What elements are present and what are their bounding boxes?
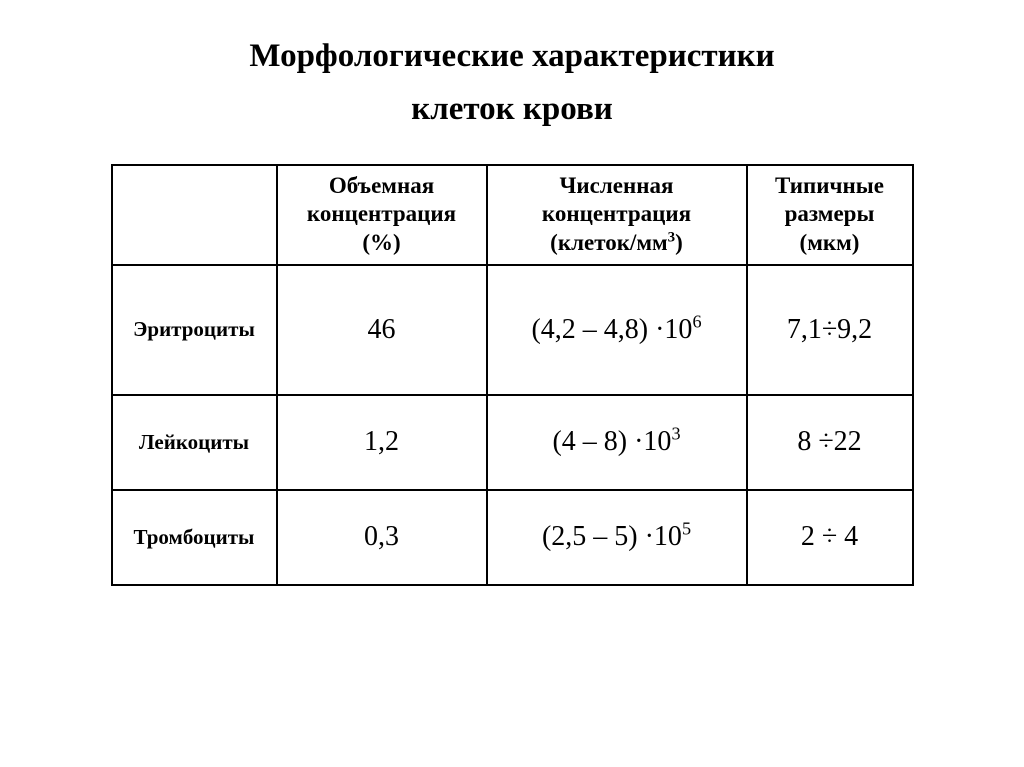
row-label-leukocytes: Лейкоциты	[112, 395, 277, 490]
header-typical-size: Типичные размеры (мкм)	[747, 165, 913, 265]
row-label-thrombocytes: Тромбоциты	[112, 490, 277, 585]
count-exp: 6	[692, 312, 701, 332]
header-number-concentration: Численная концентрация (клеток/мм3)	[487, 165, 747, 265]
count-prefix: (4,2 – 4,8) ·10	[531, 314, 692, 345]
header-text: (%)	[362, 230, 400, 255]
title-line-1: Морфологические характеристики	[0, 30, 1024, 83]
title-line-2: клеток крови	[0, 83, 1024, 136]
count-exp: 5	[682, 519, 691, 539]
header-unit-suffix: )	[675, 230, 683, 255]
header-blank	[112, 165, 277, 265]
page: Морфологические характеристики клеток кр…	[0, 0, 1024, 767]
cell-value: 2 ÷ 4	[747, 490, 913, 585]
header-text: размеры	[785, 201, 875, 226]
header-volume-concentration: Объемная концентрация (%)	[277, 165, 487, 265]
cell-value: 46	[277, 265, 487, 395]
cell-value: (4,2 – 4,8) ·106	[487, 265, 747, 395]
table-header-row: Объемная концентрация (%) Численная конц…	[112, 165, 913, 265]
cell-value: 1,2	[277, 395, 487, 490]
blood-cells-table: Объемная концентрация (%) Численная конц…	[111, 164, 914, 586]
header-text: концентрация	[307, 201, 456, 226]
row-label-erythrocytes: Эритроциты	[112, 265, 277, 395]
cell-value: 7,1÷9,2	[747, 265, 913, 395]
cell-value: 8 ÷22	[747, 395, 913, 490]
header-text: Типичные	[775, 173, 884, 198]
count-exp: 3	[671, 424, 680, 444]
header-text: Численная	[560, 173, 674, 198]
cell-value: (2,5 – 5) ·105	[487, 490, 747, 585]
header-text: концентрация	[542, 201, 691, 226]
header-unit-prefix: (клеток/мм	[550, 230, 668, 255]
header-text: Объемная	[329, 173, 434, 198]
cell-value: 0,3	[277, 490, 487, 585]
table-row: Лейкоциты 1,2 (4 – 8) ·103 8 ÷22	[112, 395, 913, 490]
count-prefix: (2,5 – 5) ·10	[542, 521, 682, 552]
cell-value: (4 – 8) ·103	[487, 395, 747, 490]
table-row: Тромбоциты 0,3 (2,5 – 5) ·105 2 ÷ 4	[112, 490, 913, 585]
table-row: Эритроциты 46 (4,2 – 4,8) ·106 7,1÷9,2	[112, 265, 913, 395]
header-text: (мкм)	[800, 230, 860, 255]
page-title: Морфологические характеристики клеток кр…	[0, 30, 1024, 136]
count-prefix: (4 – 8) ·10	[552, 426, 671, 457]
